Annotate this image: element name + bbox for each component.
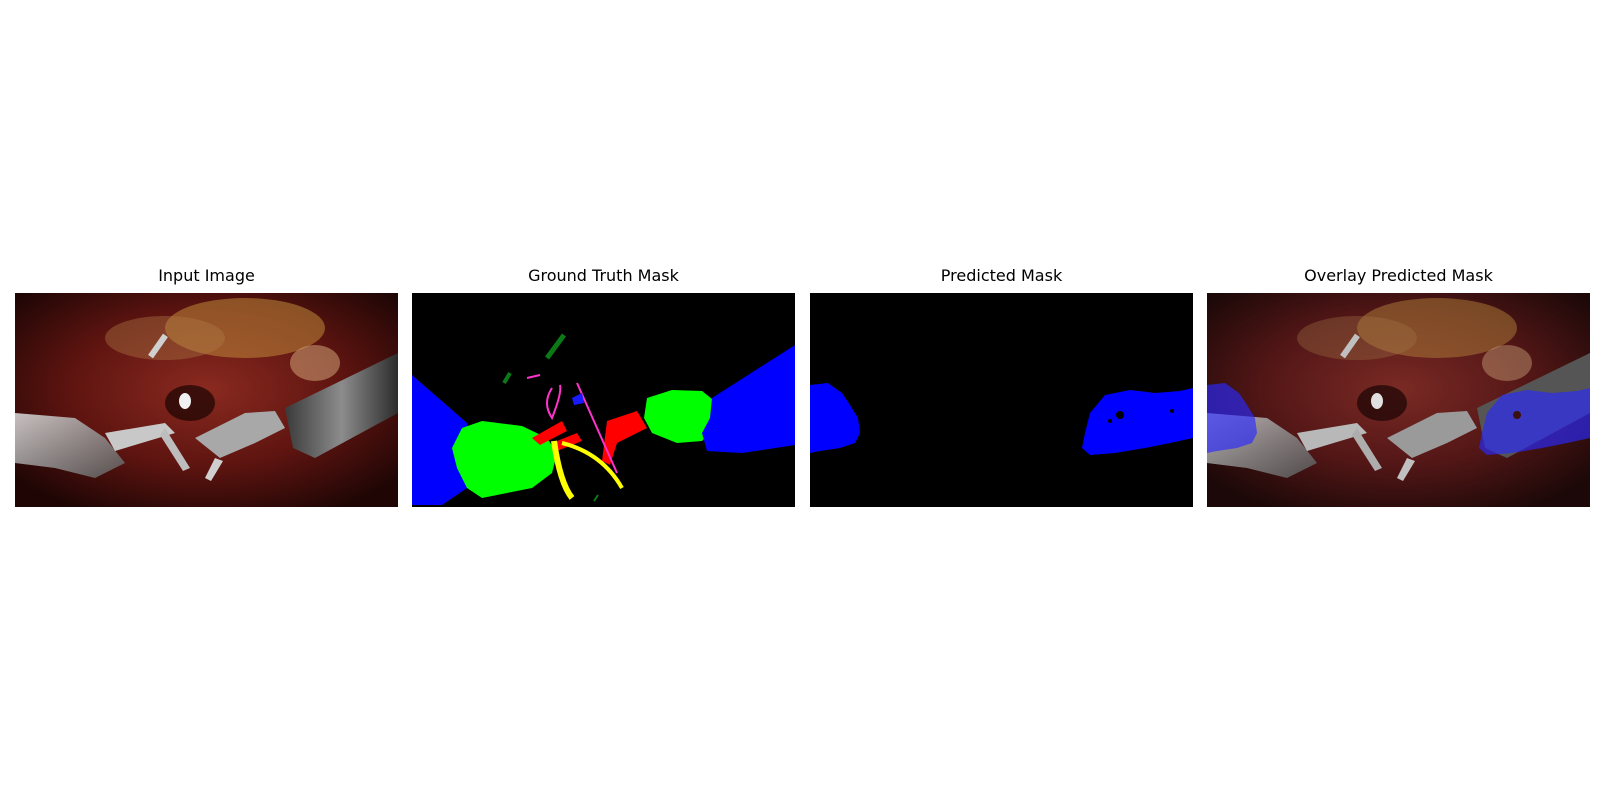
panel-title: Predicted Mask: [940, 266, 1063, 285]
predicted-mask-image: [810, 293, 1193, 507]
panel-title: Overlay Predicted Mask: [1304, 266, 1493, 285]
panel-title: Input Image: [158, 266, 255, 285]
ground-truth-mask-image: [412, 293, 795, 507]
overlay-mask-image: [1207, 293, 1590, 507]
panel-title: Ground Truth Mask: [528, 266, 679, 285]
surgical-input-photo: [15, 293, 398, 507]
